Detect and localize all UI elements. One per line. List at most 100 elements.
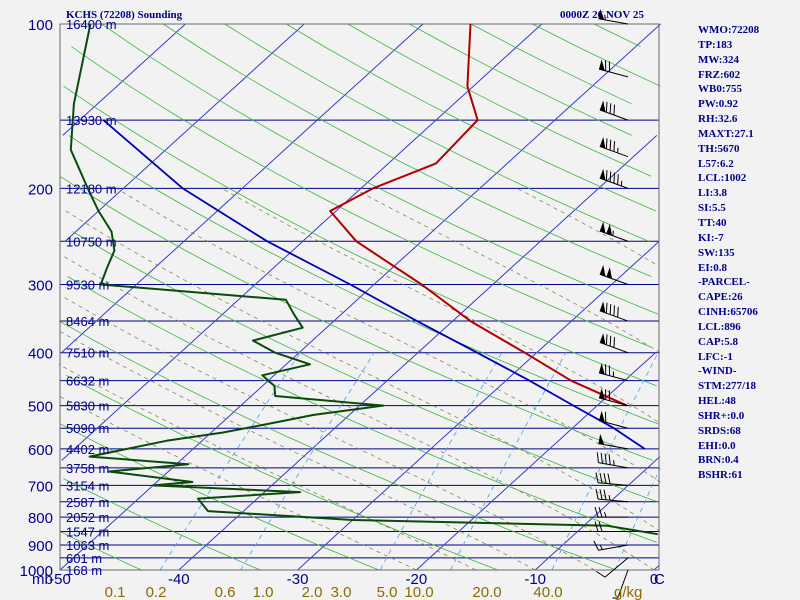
pressure-tick-label: 800: [28, 510, 53, 527]
wind-barb-flag: [609, 335, 612, 347]
wind-barb-pennant: [599, 264, 606, 277]
sounding-index-item: -WIND-: [698, 365, 737, 378]
dry-adiabat-line: [59, 320, 617, 571]
wind-barb-flag: [604, 453, 607, 465]
dry-adiabat-line: [63, 85, 657, 387]
wind-barb: [599, 168, 629, 189]
dry-adiabat-line: [286, 23, 657, 212]
mixing-ratio-line: [551, 352, 659, 571]
mixing-ratio-line: [379, 352, 503, 571]
wind-barb-staff: [599, 273, 629, 285]
wind-barb-flag: [613, 337, 616, 348]
pressure-tick-label: 600: [28, 442, 53, 459]
wind-barb: [598, 363, 629, 382]
wind-barb-staff: [598, 482, 629, 486]
wind-barb-flag: [613, 141, 616, 152]
moist-adiabat-line: [61, 295, 595, 571]
wind-barb-pennant: [599, 410, 605, 423]
dry-adiabat-line: [71, 46, 651, 348]
wind-barb-flag: [605, 101, 608, 113]
pressure-tick-label: 500: [28, 399, 53, 416]
wind-barb-flag: [617, 306, 619, 318]
wind-barb-flag: [605, 170, 608, 181]
sounding-index-item: LFC:-1: [698, 350, 733, 363]
mixing-ratio-label: 2.0: [302, 584, 323, 600]
wind-barb-staff: [604, 557, 629, 578]
isotherm-line: [59, 23, 661, 571]
wind-barb-staff: [598, 498, 629, 503]
wind-barb-flag: [609, 103, 612, 114]
sounding-index-item: CAP:5.8: [698, 335, 739, 348]
wind-barb-flag: [600, 452, 603, 464]
plot-frame: [59, 23, 660, 571]
dry-adiabat-line: [470, 23, 632, 105]
height-label: 1547 m: [66, 524, 109, 539]
height-label: 2587 m: [66, 495, 109, 510]
isotherm-line: [61, 23, 424, 354]
wind-barb-flag: [593, 540, 599, 551]
wind-barb-flag: [595, 488, 599, 500]
wind-barb-half-flag: [613, 460, 615, 466]
wind-barb: [596, 557, 629, 578]
mixing-ratio-label: 0.6: [215, 584, 236, 600]
mixing-ratio-line: [159, 352, 301, 571]
mixing-ratio-label: 1.0: [253, 584, 274, 600]
sounding-index-item: WMO:72208: [698, 24, 760, 36]
sounding-index-item: EI:0.8: [698, 261, 728, 274]
height-label: 4402 m: [66, 442, 109, 457]
wind-barb-flag: [613, 104, 616, 116]
pressure-tick-label: 100: [28, 17, 53, 34]
height-label: 9530 m: [66, 278, 109, 293]
wind-barb-pennant: [599, 388, 605, 400]
sounding-index-item: TH:5670: [698, 142, 740, 155]
wind-barb: [594, 521, 628, 532]
wind-barb-staff: [598, 397, 629, 407]
mixing-ratio-line: [240, 352, 375, 571]
wind-barb: [599, 333, 629, 354]
dry-adiabat-line: [67, 276, 657, 543]
chart-date: 0000Z 26 NOV 25: [560, 9, 644, 21]
sounding-index-item: BRN:0.4: [698, 454, 739, 467]
height-label: 10750 m: [66, 234, 117, 249]
pressure-tick-label: 900: [28, 538, 53, 555]
wind-barb-flag: [603, 473, 607, 484]
wind-barb-pennant: [599, 301, 606, 313]
pressure-tick-label: 700: [28, 478, 53, 495]
wind-barb-pennant: [599, 363, 605, 375]
mixing-ratio-label: 0.1: [105, 584, 126, 600]
temperature-tick-label: -40: [168, 571, 190, 588]
pressure-tick-label: 400: [28, 346, 53, 363]
dry-adiabat-line: [59, 531, 142, 571]
temperature-tick-label: -20: [406, 571, 428, 588]
pressure-tick-label: 300: [28, 278, 53, 295]
chart-title: KCHS (72208) Sounding: [66, 9, 183, 21]
wind-barb-flag: [605, 138, 608, 149]
isotherm-line: [178, 135, 658, 571]
parcel-trace: [102, 119, 646, 450]
wind-barb-flag: [594, 521, 599, 532]
wind-barb-pennant: [598, 433, 605, 445]
mixing-ratio-line: [450, 352, 567, 571]
wind-barb: [596, 452, 629, 469]
mixing-ratio-unit-label: g/kg: [614, 584, 642, 600]
mixing-ratio-label: 5.0: [377, 584, 398, 600]
sounding-index-item: EHI:0.0: [698, 439, 736, 452]
mixing-ratio-label: 10.0: [404, 584, 433, 600]
wind-barbs: [593, 8, 629, 599]
dry-adiabat-line: [163, 23, 652, 277]
dry-adiabat-line: [72, 231, 658, 503]
pressure-tick-label: 1000: [20, 563, 53, 580]
sounding-index-item: L57:6.2: [698, 157, 734, 170]
temperature-unit-label: C: [654, 571, 665, 588]
wind-barb-flag: [599, 472, 603, 484]
dry-adiabat-line: [101, 23, 659, 315]
height-label: 12180 m: [66, 181, 117, 196]
wind-barb: [594, 506, 628, 518]
sounding-index-item: RH:32.6: [698, 113, 738, 126]
sounding-index-item: SI:5.5: [698, 202, 726, 215]
height-label: 5090 m: [66, 421, 109, 436]
sounding-traces: [69, 23, 658, 536]
temperature-tick-label: -30: [287, 571, 309, 588]
sounding-index-item: CINH:65706: [698, 306, 758, 319]
